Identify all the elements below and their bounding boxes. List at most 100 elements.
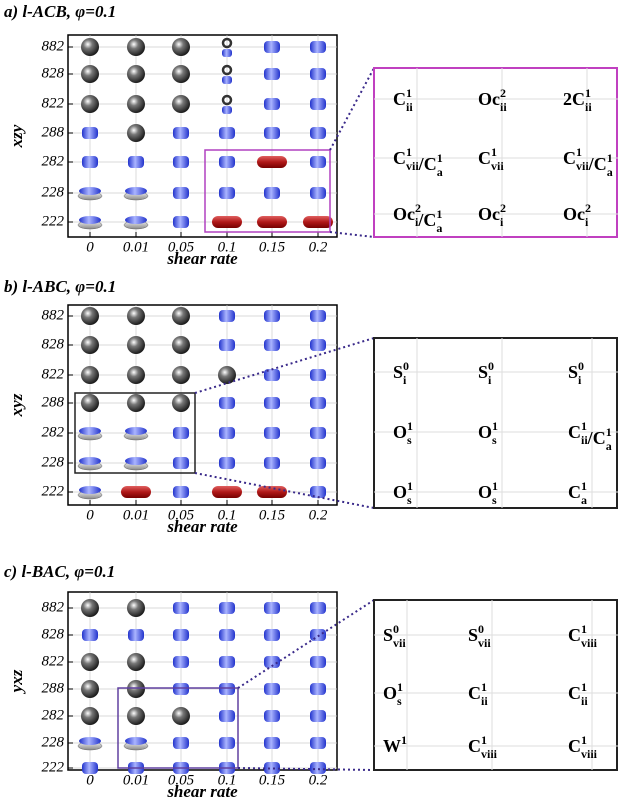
y-tick-label: 288: [42, 124, 65, 140]
phase-symbol: C: [594, 154, 607, 174]
panel-title: a) l-ACB, φ=0.1: [4, 2, 116, 21]
phase-sup: 1: [581, 622, 587, 636]
cylinder: [264, 127, 280, 139]
phase-sub: vii: [478, 636, 491, 650]
cylinder: [264, 369, 280, 381]
phase-symbol: C: [568, 482, 581, 502]
y-tick-label: 288: [42, 394, 65, 410]
sphere: [127, 124, 145, 142]
phase-sub: ii: [581, 694, 588, 708]
phase-sup: 1: [401, 733, 407, 747]
phase-sub: a: [607, 165, 613, 179]
phase-sub: a: [437, 165, 443, 179]
cylinder: [173, 629, 189, 641]
phase-sub: a: [436, 221, 442, 235]
phase-symbol: O: [393, 422, 407, 442]
phase-symbol: C: [424, 154, 437, 174]
cylinder: [219, 457, 235, 469]
phase-sup: 1: [581, 419, 587, 433]
sphere: [127, 680, 145, 698]
y-tick-label: 222: [42, 483, 65, 499]
sphere: [127, 336, 145, 354]
cylinder: [173, 216, 189, 228]
cylinder: [310, 41, 326, 53]
phase-sup: 1: [576, 145, 582, 159]
phase-sup: 1: [481, 733, 487, 747]
sphere: [127, 394, 145, 412]
cylinder: [219, 602, 235, 614]
cylinder: [264, 457, 280, 469]
phase-sup: 1: [607, 151, 613, 165]
cylinder: [173, 457, 189, 469]
x-tick-label: 0.2: [309, 772, 328, 788]
sphere: [81, 707, 99, 725]
rod: [212, 486, 242, 498]
phase-symbol: O: [393, 482, 407, 502]
cylinder: [310, 127, 326, 139]
y-tick-label: 828: [42, 626, 65, 642]
cylinder: [222, 106, 232, 114]
phase-sub: viii: [581, 747, 598, 761]
phase-sup: 1: [436, 207, 442, 221]
phase-sup: 0: [488, 359, 494, 373]
rod: [257, 486, 287, 498]
panel-title: b) l-ABC, φ=0.1: [4, 277, 116, 296]
cylinder: [219, 629, 235, 641]
cylinder: [264, 602, 280, 614]
cylinder: [310, 629, 326, 641]
y-axis-label: xzy: [7, 124, 26, 148]
phase-sup: 1: [492, 419, 498, 433]
y-tick-label: 822: [42, 653, 65, 669]
phase-sup: 1: [491, 145, 497, 159]
cylinder: [219, 656, 235, 668]
cylinder: [310, 156, 326, 168]
cylinder: [310, 369, 326, 381]
cylinder: [264, 339, 280, 351]
phase-sub: ii: [585, 100, 592, 114]
phase-sup: 1: [492, 479, 498, 493]
y-tick-label: 282: [42, 153, 65, 169]
sphere: [127, 38, 145, 56]
cylinder: [310, 339, 326, 351]
sphere: [172, 336, 190, 354]
sphere: [81, 336, 99, 354]
y-axis-label: yxz: [7, 669, 26, 694]
x-tick-label: 0.15: [259, 507, 286, 523]
cylinder: [173, 187, 189, 199]
cylinder: [310, 457, 326, 469]
phase-sub: ii: [500, 100, 507, 114]
sphere: [127, 653, 145, 671]
y-tick-label: 882: [42, 599, 65, 615]
phase-sub: viii: [481, 747, 498, 761]
disk: [79, 486, 101, 494]
cylinder: [264, 629, 280, 641]
phase-sup: 1: [406, 145, 412, 159]
phase-symbol: C: [468, 736, 481, 756]
x-tick-label: 0.2: [309, 507, 328, 523]
cylinder: [310, 602, 326, 614]
y-tick-label: 228: [42, 184, 65, 200]
cylinder: [128, 629, 144, 641]
cylinder: [219, 310, 235, 322]
phase-sup: 1: [407, 479, 413, 493]
rod: [257, 216, 287, 228]
sphere: [127, 707, 145, 725]
cylinder: [264, 427, 280, 439]
x-tick-label: 0.01: [123, 507, 149, 523]
phase-symbol: Oc: [563, 204, 585, 224]
disk: [79, 216, 101, 224]
phase-sub: vii: [576, 159, 589, 173]
cylinder: [264, 68, 280, 80]
disk: [79, 457, 101, 465]
sphere: [127, 65, 145, 83]
phase-symbol: S: [393, 362, 403, 382]
cylinder: [173, 656, 189, 668]
cylinder: [310, 187, 326, 199]
phase-sup: 1: [581, 680, 587, 694]
phase-sup: 0: [393, 622, 399, 636]
phase-symbol: C: [393, 89, 406, 109]
phase-symbol: S: [383, 625, 393, 645]
cylinder: [264, 310, 280, 322]
phase-symbol: O: [383, 683, 397, 703]
x-tick-label: 0.15: [259, 772, 286, 788]
